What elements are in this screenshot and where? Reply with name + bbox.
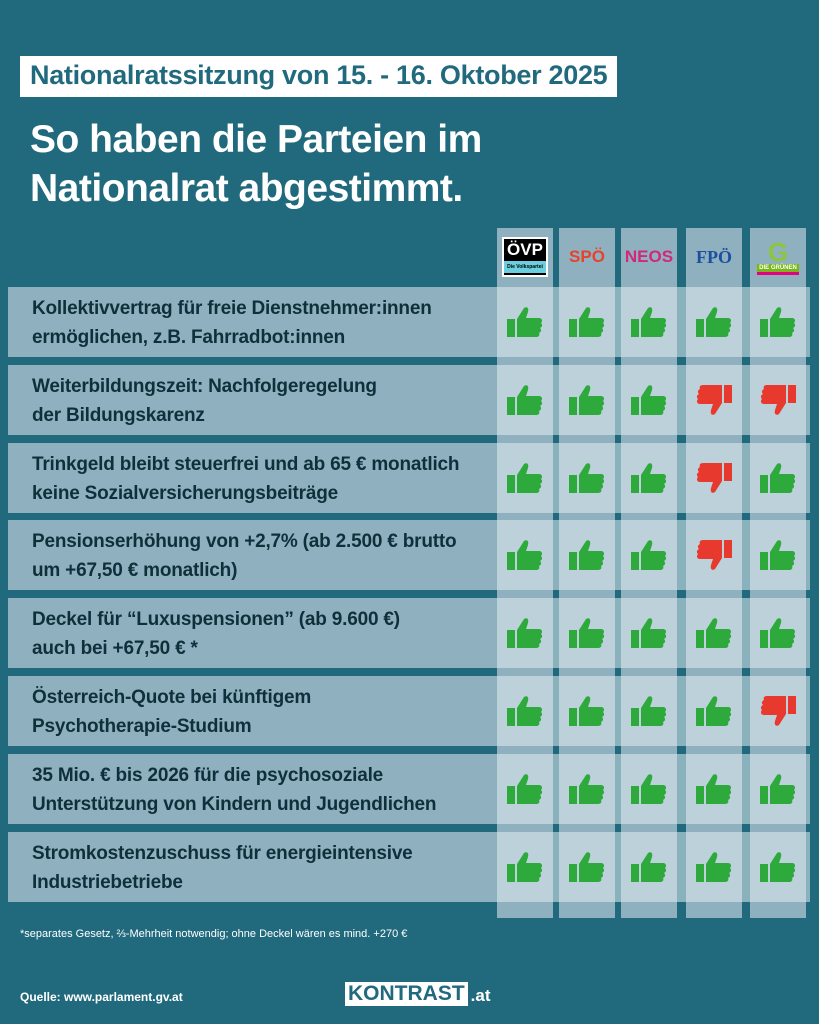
party-name: ÖVP	[507, 240, 543, 259]
thumbs-down-icon	[694, 461, 734, 495]
motion-label: Trinkgeld bleibt steuerfrei und ab 65 € …	[8, 443, 496, 513]
session-heading: Nationalratssitzung von 15. - 16. Oktobe…	[20, 56, 618, 97]
party-name: SPÖ	[569, 247, 605, 266]
motion-line-1: Trinkgeld bleibt steuerfrei und ab 65 € …	[32, 454, 460, 475]
vote-row: Trinkgeld bleibt steuerfrei und ab 65 € …	[8, 443, 810, 513]
motion-label: Stromkostenzuschuss für energieintensive…	[8, 832, 496, 902]
vote-row: Deckel für “Luxuspensionen” (ab 9.600 €)…	[8, 598, 810, 668]
thumbs-up-icon	[758, 461, 798, 495]
thumbs-up-icon	[629, 616, 669, 650]
motion-line-2: Unterstützung von Kindern und Jugendlich…	[32, 794, 437, 815]
thumbs-up-icon	[505, 305, 545, 339]
motion-label: Deckel für “Luxuspensionen” (ab 9.600 €)…	[8, 598, 496, 668]
brand-suffix: .at	[470, 986, 491, 1005]
thumbs-up-icon	[567, 772, 607, 806]
thumbs-up-icon	[505, 538, 545, 572]
motion-line-1: Stromkostenzuschuss für energieintensive	[32, 843, 413, 864]
thumbs-up-icon	[505, 383, 545, 417]
motion-label: Pensionserhöhung von +2,7% (ab 2.500 € b…	[8, 520, 496, 590]
party-logo: NEOS	[621, 232, 677, 282]
thumbs-up-icon	[567, 538, 607, 572]
party-logo: FPÖ	[686, 232, 742, 282]
thumbs-up-icon	[629, 383, 669, 417]
motion-line-2: keine Sozialversicherungsbeiträge	[32, 483, 338, 504]
thumbs-up-icon	[629, 538, 669, 572]
brand-logo: KONTRAST .at	[345, 982, 491, 1006]
thumbs-up-icon	[758, 772, 798, 806]
thumbs-down-icon	[758, 694, 798, 728]
thumbs-up-icon	[758, 850, 798, 884]
page-title: So haben die Parteien im Nationalrat abg…	[30, 118, 482, 210]
party-name: DIE GRÜNEN	[757, 263, 799, 275]
thumbs-up-icon	[505, 850, 545, 884]
thumbs-up-icon	[567, 616, 607, 650]
motion-line-1: Kollektivvertrag für freie Dienstnehmer:…	[32, 298, 432, 319]
motion-line-1: 35 Mio. € bis 2026 für die psychosoziale	[32, 765, 384, 786]
vote-row: Kollektivvertrag für freie Dienstnehmer:…	[8, 287, 810, 357]
thumbs-up-icon	[567, 461, 607, 495]
thumbs-up-icon	[694, 305, 734, 339]
thumbs-up-icon	[629, 772, 669, 806]
thumbs-up-icon	[567, 305, 607, 339]
thumbs-up-icon	[629, 694, 669, 728]
motion-line-2: Psychotherapie-Studium	[32, 716, 252, 737]
vote-row: Österreich-Quote bei künftigem Psychother…	[8, 676, 810, 746]
motion-label: Kollektivvertrag für freie Dienstnehmer:…	[8, 287, 496, 357]
thumbs-up-icon	[567, 850, 607, 884]
motion-line-1: Weiterbildungszeit: Nachfolgeregelung	[32, 376, 377, 397]
party-name: NEOS	[624, 247, 674, 266]
motion-label: 35 Mio. € bis 2026 für die psychosoziale…	[8, 754, 496, 824]
thumbs-up-icon	[629, 305, 669, 339]
thumbs-up-icon	[758, 616, 798, 650]
motion-line-1: Österreich-Quote bei künftigem	[32, 687, 312, 708]
thumbs-up-icon	[629, 850, 669, 884]
thumbs-up-icon	[505, 461, 545, 495]
vote-row: Weiterbildungszeit: Nachfolgeregelung der…	[8, 365, 810, 435]
thumbs-up-icon	[567, 383, 607, 417]
thumbs-up-icon	[505, 616, 545, 650]
thumbs-up-icon	[694, 694, 734, 728]
brand-main: KONTRAST	[345, 982, 468, 1006]
party-logo: G DIE GRÜNEN	[750, 232, 806, 282]
thumbs-down-icon	[758, 383, 798, 417]
motion-line-2: um +67,50 € monatlich)	[32, 560, 238, 581]
thumbs-up-icon	[694, 850, 734, 884]
motion-line-2: Industriebetriebe	[32, 872, 183, 893]
thumbs-up-icon	[505, 694, 545, 728]
vote-row: 35 Mio. € bis 2026 für die psychosoziale…	[8, 754, 810, 824]
thumbs-up-icon	[629, 461, 669, 495]
thumbs-up-icon	[694, 772, 734, 806]
source: Quelle: www.parlament.gv.at	[20, 990, 183, 1004]
motion-label: Weiterbildungszeit: Nachfolgeregelung der…	[8, 365, 496, 435]
motion-line-2: der Bildungskarenz	[32, 405, 205, 426]
party-name: FPÖ	[696, 246, 732, 267]
thumbs-up-icon	[694, 616, 734, 650]
party-subtitle: Die Volkspartei	[504, 261, 546, 273]
footnote: *separates Gesetz, ⅔-Mehrheit notwendig;…	[20, 928, 408, 940]
vote-row: Pensionserhöhung von +2,7% (ab 2.500 € b…	[8, 520, 810, 590]
motion-line-1: Pensionserhöhung von +2,7% (ab 2.500 € b…	[32, 531, 457, 552]
motion-line-1: Deckel für “Luxuspensionen” (ab 9.600 €)	[32, 609, 400, 630]
thumbs-down-icon	[694, 383, 734, 417]
thumbs-up-icon	[758, 538, 798, 572]
thumbs-up-icon	[505, 772, 545, 806]
vote-row: Stromkostenzuschuss für energieintensive…	[8, 832, 810, 902]
motion-line-2: auch bei +67,50 € *	[32, 638, 198, 659]
thumbs-up-icon	[758, 305, 798, 339]
motion-label: Österreich-Quote bei künftigem Psychother…	[8, 676, 496, 746]
party-logo: SPÖ	[559, 232, 615, 282]
motion-line-2: ermöglichen, z.B. Fahrradbot:innen	[32, 327, 346, 348]
thumbs-down-icon	[694, 538, 734, 572]
party-logo: ÖVP Die Volkspartei	[497, 232, 553, 282]
thumbs-up-icon	[567, 694, 607, 728]
